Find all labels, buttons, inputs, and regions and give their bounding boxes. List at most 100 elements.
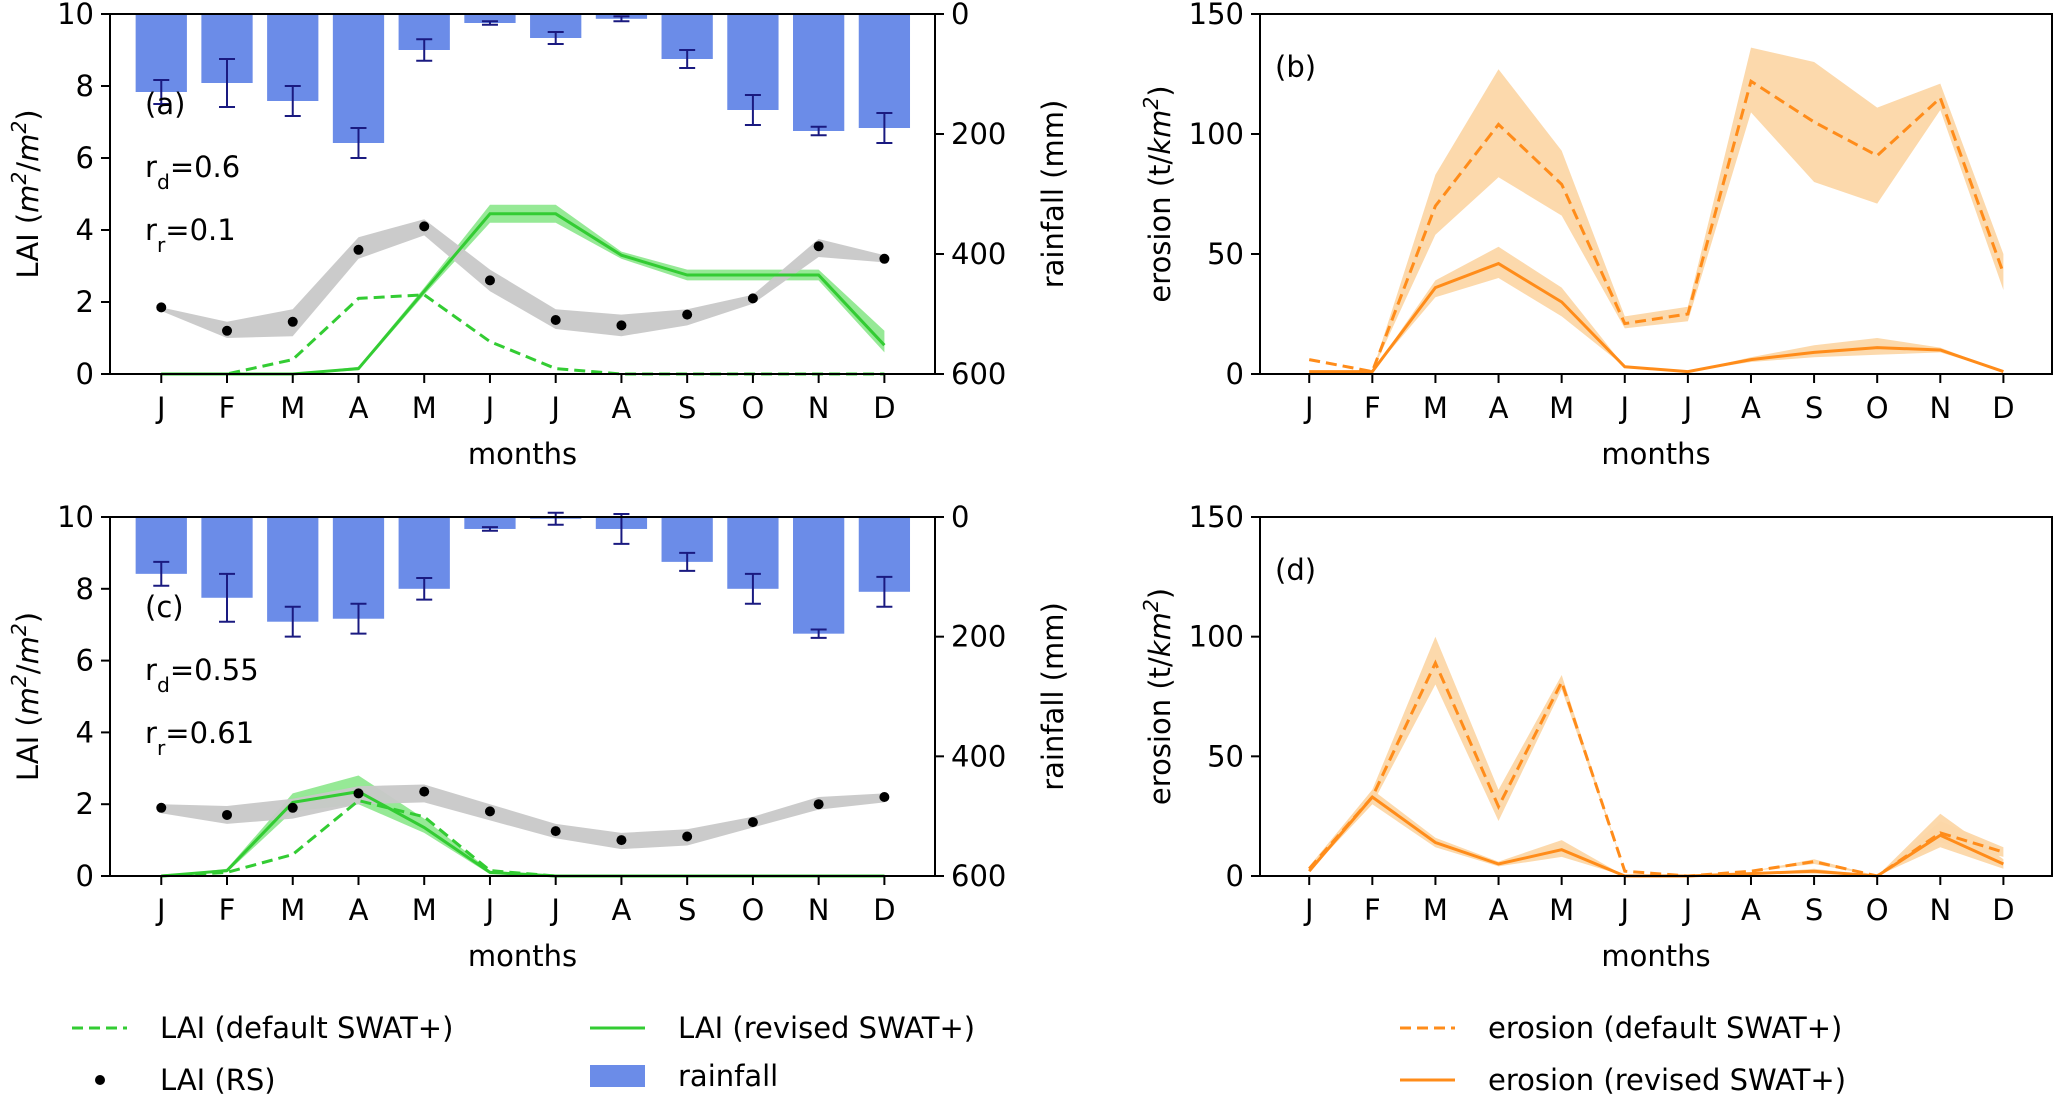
x-tick-label: J	[1618, 391, 1629, 425]
rainfall-bar	[464, 14, 516, 23]
legend-rainfall-label: rainfall	[678, 1059, 778, 1093]
y-tick-label: 10	[57, 500, 94, 534]
y-axis-label: LAI (m2/m2)	[7, 612, 45, 781]
rr-value: rr=0.1	[145, 213, 236, 257]
x-tick-label: A	[1741, 391, 1761, 425]
rs-points	[156, 221, 890, 336]
uncertainty-band	[161, 219, 885, 338]
y-tick-label: 8	[76, 572, 94, 606]
x-tick-label: S	[1805, 893, 1823, 927]
plot-frame	[1259, 516, 2053, 877]
y-tick-label: 0	[1226, 859, 1244, 893]
rainfall-bar	[398, 517, 450, 589]
y-tick-label: 8	[76, 69, 94, 103]
x-tick-label: J	[155, 391, 166, 425]
rs-point	[484, 275, 495, 286]
y-tick-label: 50	[1207, 739, 1244, 773]
y2-tick-label: 400	[951, 739, 1006, 773]
default-series-line	[1308, 78, 2005, 374]
y-tick-label: 100	[1189, 620, 1244, 654]
plot-frame	[109, 516, 936, 877]
x-tick-label: A	[612, 893, 632, 927]
x-tick-label: D	[873, 893, 895, 927]
legend-lai-revised-label: LAI (revised SWAT+)	[678, 1011, 975, 1045]
y2-tick-label: 200	[951, 620, 1006, 654]
panel-label: (b)	[1275, 50, 1316, 84]
panel-label: (c)	[145, 590, 184, 624]
x-tick-label: S	[678, 893, 696, 927]
x-axis-label: months	[468, 437, 577, 471]
x-tick-label: J	[1682, 391, 1693, 425]
default-series-line	[161, 798, 885, 878]
rs-point	[353, 788, 364, 799]
y2-axis-label: rainfall (mm)	[1036, 100, 1070, 289]
y-tick-label: 0	[76, 357, 94, 391]
y-tick-label: 6	[76, 141, 94, 175]
x-tick-label: D	[1992, 391, 2014, 425]
x-tick-label: O	[741, 391, 764, 425]
x-tick-label: M	[1549, 893, 1574, 927]
x-tick-label: J	[484, 893, 495, 927]
rs-point	[879, 253, 890, 264]
legend-lai-rs-swatch	[95, 1075, 105, 1085]
y2-tick-label: 200	[951, 117, 1006, 151]
x-tick-label: D	[873, 391, 895, 425]
y-tick-label: 50	[1207, 237, 1244, 271]
uncertainty-band	[1309, 789, 2004, 876]
rs-point	[682, 309, 693, 320]
legend-rainfall-swatch	[590, 1065, 645, 1087]
x-axis-label: months	[468, 939, 577, 973]
panel-label: (a)	[145, 87, 185, 121]
rs-point	[747, 293, 758, 304]
y-axis-label: erosion (t/km2)	[1139, 85, 1177, 302]
x-tick-label: D	[1992, 893, 2014, 927]
x-tick-label: J	[549, 893, 560, 927]
rainfall-bar	[793, 517, 845, 634]
rs-point	[287, 316, 298, 327]
rs-point	[353, 244, 364, 255]
x-axis-label: months	[1601, 939, 1710, 973]
x-tick-label: J	[155, 893, 166, 927]
legend-erosion-revised-label: erosion (revised SWAT+)	[1488, 1063, 1846, 1097]
x-tick-label: A	[1489, 391, 1509, 425]
rs-point	[419, 221, 430, 232]
rs-point	[550, 826, 561, 837]
uncertainty-band	[161, 204, 885, 374]
x-tick-label: J	[549, 391, 560, 425]
x-tick-label: M	[1549, 391, 1574, 425]
rs-point	[682, 831, 693, 842]
rainfall-bars	[135, 14, 911, 159]
rs-point	[484, 806, 495, 817]
legend-lai-default-label: LAI (default SWAT+)	[160, 1011, 453, 1045]
x-tick-label: M	[280, 391, 305, 425]
y2-tick-label: 400	[951, 237, 1006, 271]
legend-erosion-default-label: erosion (default SWAT+)	[1488, 1011, 1842, 1045]
y-tick-label: 150	[1189, 0, 1244, 31]
y-tick-label: 6	[76, 644, 94, 678]
x-tick-label: A	[1489, 893, 1509, 927]
x-tick-label: M	[280, 893, 305, 927]
legend: LAI (default SWAT+) LAI (revised SWAT+) LA…	[72, 1011, 1846, 1097]
y2-tick-label: 600	[951, 357, 1006, 391]
rr-value: rr=0.61	[145, 716, 254, 760]
panel-label: (d)	[1275, 553, 1316, 587]
x-tick-label: F	[219, 391, 236, 425]
legend-lai-rs-label: LAI (RS)	[160, 1063, 276, 1097]
y-tick-label: 100	[1189, 117, 1244, 151]
rs-point	[156, 302, 167, 313]
rainfall-bar	[267, 517, 319, 622]
rs-point	[287, 802, 298, 813]
x-tick-label: M	[1423, 391, 1448, 425]
y-tick-label: 4	[76, 715, 94, 749]
x-tick-label: N	[808, 893, 830, 927]
rs-point	[222, 325, 233, 336]
uncertainty-band	[1309, 47, 2004, 372]
x-tick-label: M	[412, 391, 437, 425]
rs-points	[156, 786, 890, 846]
x-tick-label: A	[612, 391, 632, 425]
rd-value: rd=0.55	[145, 653, 259, 697]
y-tick-label: 2	[76, 787, 94, 821]
rainfall-bars	[135, 511, 911, 639]
